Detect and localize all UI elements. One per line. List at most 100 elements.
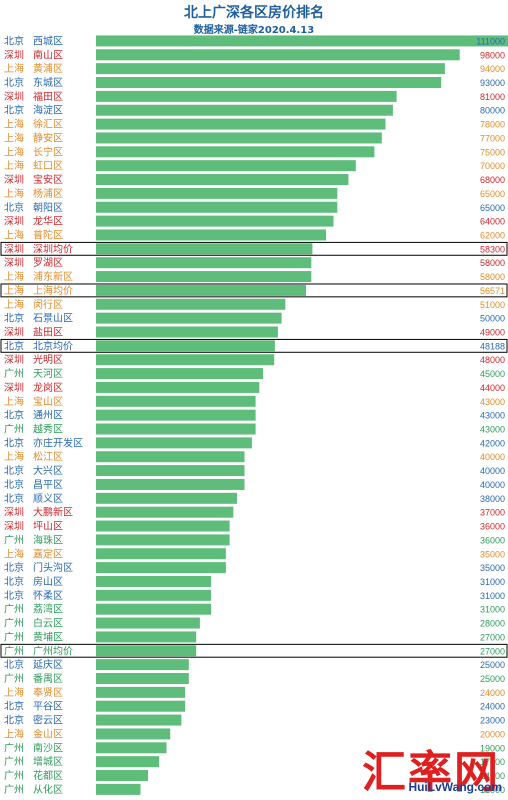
bar bbox=[96, 146, 375, 158]
district-label: 龙岗区 bbox=[33, 381, 63, 394]
value-label: 78000 bbox=[480, 120, 505, 130]
value-label: 35000 bbox=[480, 549, 505, 559]
value-label: 81000 bbox=[480, 92, 505, 102]
city-label: 上海 bbox=[4, 686, 24, 699]
chart-subtitle: 数据来源-链家2020.4.13 bbox=[193, 25, 315, 36]
value-label: 24000 bbox=[480, 702, 505, 712]
city-label: 北京 bbox=[4, 700, 24, 713]
value-label: 64000 bbox=[480, 217, 505, 227]
value-label: 70000 bbox=[480, 161, 505, 171]
city-label: 北京 bbox=[4, 409, 24, 422]
average-row-frame bbox=[0, 241, 508, 256]
city-label: 广州 bbox=[4, 770, 24, 782]
district-label: 盐田区 bbox=[33, 325, 63, 338]
bar bbox=[96, 742, 167, 754]
value-label: 25000 bbox=[480, 674, 505, 684]
value-label: 31000 bbox=[480, 591, 505, 601]
district-label: 怀柔区 bbox=[33, 590, 63, 602]
city-label: 北京 bbox=[4, 201, 24, 214]
city-label: 深圳 bbox=[4, 354, 24, 366]
bar bbox=[96, 215, 334, 227]
city-label: 深圳 bbox=[4, 382, 24, 394]
bar bbox=[96, 589, 212, 601]
value-label: 37000 bbox=[480, 508, 505, 518]
district-label: 海珠区 bbox=[33, 533, 63, 546]
district-label: 大鹏新区 bbox=[33, 506, 73, 519]
city-label: 上海 bbox=[4, 159, 24, 172]
bar bbox=[96, 700, 186, 712]
value-label: 44000 bbox=[480, 383, 505, 393]
city-label: 上海 bbox=[4, 450, 24, 463]
district-label: 徐汇区 bbox=[33, 118, 63, 131]
bar bbox=[96, 423, 256, 435]
city-label: 深圳 bbox=[4, 174, 24, 186]
value-label: 75000 bbox=[480, 147, 505, 157]
district-label: 番禺区 bbox=[33, 673, 63, 685]
value-label: 111000 bbox=[476, 36, 505, 46]
district-label: 光明区 bbox=[33, 353, 63, 366]
city-label: 北京 bbox=[4, 561, 24, 574]
bar bbox=[96, 492, 237, 504]
average-row-frame bbox=[0, 643, 508, 658]
value-label: 48000 bbox=[480, 355, 505, 365]
bar bbox=[96, 465, 245, 477]
city-label: 上海 bbox=[4, 228, 24, 241]
bar bbox=[96, 617, 200, 629]
bar bbox=[96, 645, 197, 657]
value-label: 17000 bbox=[480, 757, 505, 767]
bar bbox=[96, 243, 313, 255]
bar bbox=[96, 132, 382, 144]
value-label: 31000 bbox=[480, 577, 505, 587]
city-label: 广州 bbox=[4, 424, 24, 436]
bar bbox=[96, 187, 338, 199]
district-label: 松江区 bbox=[33, 450, 63, 463]
value-label: 43000 bbox=[480, 425, 505, 435]
district-label: 顺义区 bbox=[33, 493, 63, 505]
bar bbox=[96, 284, 306, 296]
district-label: 密云区 bbox=[33, 714, 63, 727]
value-label: 42000 bbox=[480, 438, 505, 448]
bar bbox=[96, 534, 230, 546]
district-label: 广州均价 bbox=[33, 645, 73, 657]
district-label: 龙华区 bbox=[33, 215, 63, 228]
bar bbox=[96, 770, 148, 782]
bar bbox=[96, 631, 197, 643]
district-label: 闵行区 bbox=[33, 298, 63, 311]
district-label: 花都区 bbox=[33, 769, 63, 782]
value-label: 27000 bbox=[480, 632, 505, 642]
bar bbox=[96, 312, 282, 324]
bar bbox=[96, 354, 275, 366]
city-label: 上海 bbox=[4, 727, 24, 740]
city-label: 北京 bbox=[4, 478, 24, 491]
district-label: 嘉定区 bbox=[33, 547, 63, 560]
value-label: 77000 bbox=[480, 133, 505, 143]
city-label: 上海 bbox=[4, 395, 24, 408]
bar bbox=[96, 451, 245, 463]
value-label: 40000 bbox=[480, 480, 505, 490]
district-label: 罗湖区 bbox=[33, 257, 63, 269]
district-label: 南沙区 bbox=[33, 741, 63, 754]
district-label: 通州区 bbox=[33, 410, 63, 422]
city-label: 广州 bbox=[4, 742, 24, 754]
city-label: 广州 bbox=[4, 673, 24, 685]
value-label: 51000 bbox=[480, 300, 505, 310]
district-label: 宝山区 bbox=[33, 395, 63, 408]
bar bbox=[96, 257, 312, 269]
bar bbox=[96, 368, 263, 380]
district-label: 长宁区 bbox=[33, 145, 63, 158]
value-label: 28000 bbox=[480, 619, 505, 629]
value-label: 58000 bbox=[480, 258, 505, 268]
district-label: 上海均价 bbox=[33, 284, 73, 297]
city-label: 广州 bbox=[4, 784, 24, 796]
city-label: 上海 bbox=[4, 298, 24, 311]
value-label: 80000 bbox=[480, 106, 505, 116]
watermark-logo: 汇率网 bbox=[362, 747, 500, 798]
bar bbox=[96, 603, 212, 615]
district-label: 大兴区 bbox=[33, 464, 63, 477]
value-label: 49000 bbox=[480, 327, 505, 337]
city-label: 广州 bbox=[4, 368, 24, 380]
district-label: 天河区 bbox=[33, 368, 63, 380]
district-label: 奉贤区 bbox=[33, 686, 63, 699]
district-label: 越秀区 bbox=[33, 423, 63, 436]
